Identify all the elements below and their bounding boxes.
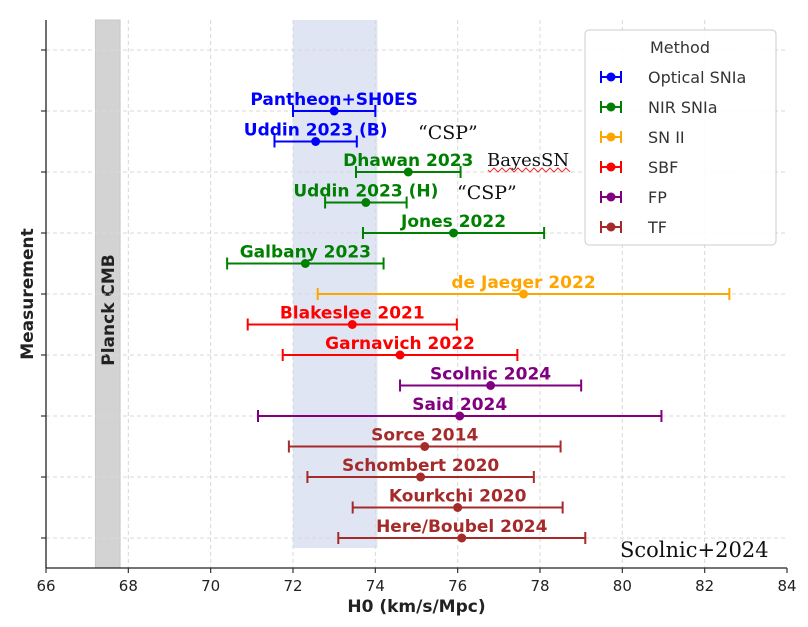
legend-entry: SBF — [648, 158, 678, 177]
legend-marker-icon — [606, 192, 616, 202]
point-label: Schombert 2020 — [342, 456, 499, 476]
x-tick-label: 76 — [448, 577, 467, 595]
legend-marker-icon — [606, 102, 616, 112]
point-label: Sorce 2014 — [371, 426, 478, 446]
point-label: Said 2024 — [412, 395, 507, 415]
legend-box — [584, 29, 777, 246]
point-label: Dhawan 2023 — [343, 151, 473, 171]
legend-marker-icon — [606, 72, 616, 82]
legend-marker-icon — [606, 162, 616, 172]
data-point — [395, 350, 405, 360]
point-label: Galbany 2023 — [240, 243, 371, 263]
legend-entry: TF — [647, 218, 667, 237]
x-tick-label: 80 — [613, 577, 632, 595]
x-tick-label: 66 — [36, 577, 55, 595]
point-label: Scolnic 2024 — [430, 365, 551, 385]
data-point — [457, 533, 467, 543]
point-label: Garnavich 2022 — [325, 334, 475, 354]
point-label: de Jaeger 2022 — [451, 273, 595, 293]
annotation: “CSP” — [457, 182, 517, 204]
point-label: Jones 2022 — [400, 212, 506, 232]
point-label: Kourkchi 2020 — [389, 487, 527, 507]
data-point — [329, 106, 339, 116]
point-label: Uddin 2023 (B) — [244, 121, 388, 141]
point-label: Uddin 2023 (H) — [293, 182, 438, 202]
x-axis-label: H0 (km/s/Mpc) — [347, 597, 485, 617]
data-point — [347, 320, 357, 329]
point-label: Here/Boubel 2024 — [376, 517, 548, 537]
planck-cmb-label: Planck CMB — [99, 254, 119, 366]
legend-marker-icon — [606, 222, 616, 232]
point-label: Blakeslee 2021 — [280, 304, 425, 324]
data-point — [311, 137, 321, 146]
x-tick-label: 82 — [695, 577, 714, 595]
data-point — [361, 198, 371, 207]
legend-entry: FP — [648, 188, 667, 207]
point-label: Pantheon+SH0ES — [250, 90, 418, 110]
x-tick-label: 74 — [366, 577, 385, 595]
planck-cmb-band — [94, 19, 121, 569]
x-tick-label: 68 — [119, 577, 138, 595]
x-tick-label: 72 — [283, 577, 302, 595]
data-point — [416, 472, 426, 482]
data-point — [486, 381, 496, 390]
legend-title: Method — [650, 38, 710, 57]
annotation: BayesSN — [487, 150, 569, 171]
y-axis-label: Measurement — [18, 228, 38, 360]
annotation: “CSP” — [418, 122, 478, 144]
annotation: Scolnic+2024 — [620, 538, 769, 562]
spellcheck-underline — [487, 167, 571, 173]
legend-entry: Optical SNIa — [648, 68, 746, 87]
x-tick-label: 78 — [530, 577, 549, 595]
legend-marker-icon — [606, 132, 616, 142]
data-point — [420, 442, 430, 451]
x-tick-label: 70 — [201, 577, 220, 595]
data-point — [449, 228, 459, 238]
x-tick-label: 84 — [777, 577, 796, 595]
data-point — [519, 289, 529, 299]
data-point — [453, 503, 463, 512]
legend-entry: NIR SNIa — [648, 98, 718, 117]
data-point — [455, 411, 465, 421]
data-point — [403, 167, 413, 177]
data-point — [300, 259, 310, 268]
legend-entry: SN II — [648, 128, 685, 147]
